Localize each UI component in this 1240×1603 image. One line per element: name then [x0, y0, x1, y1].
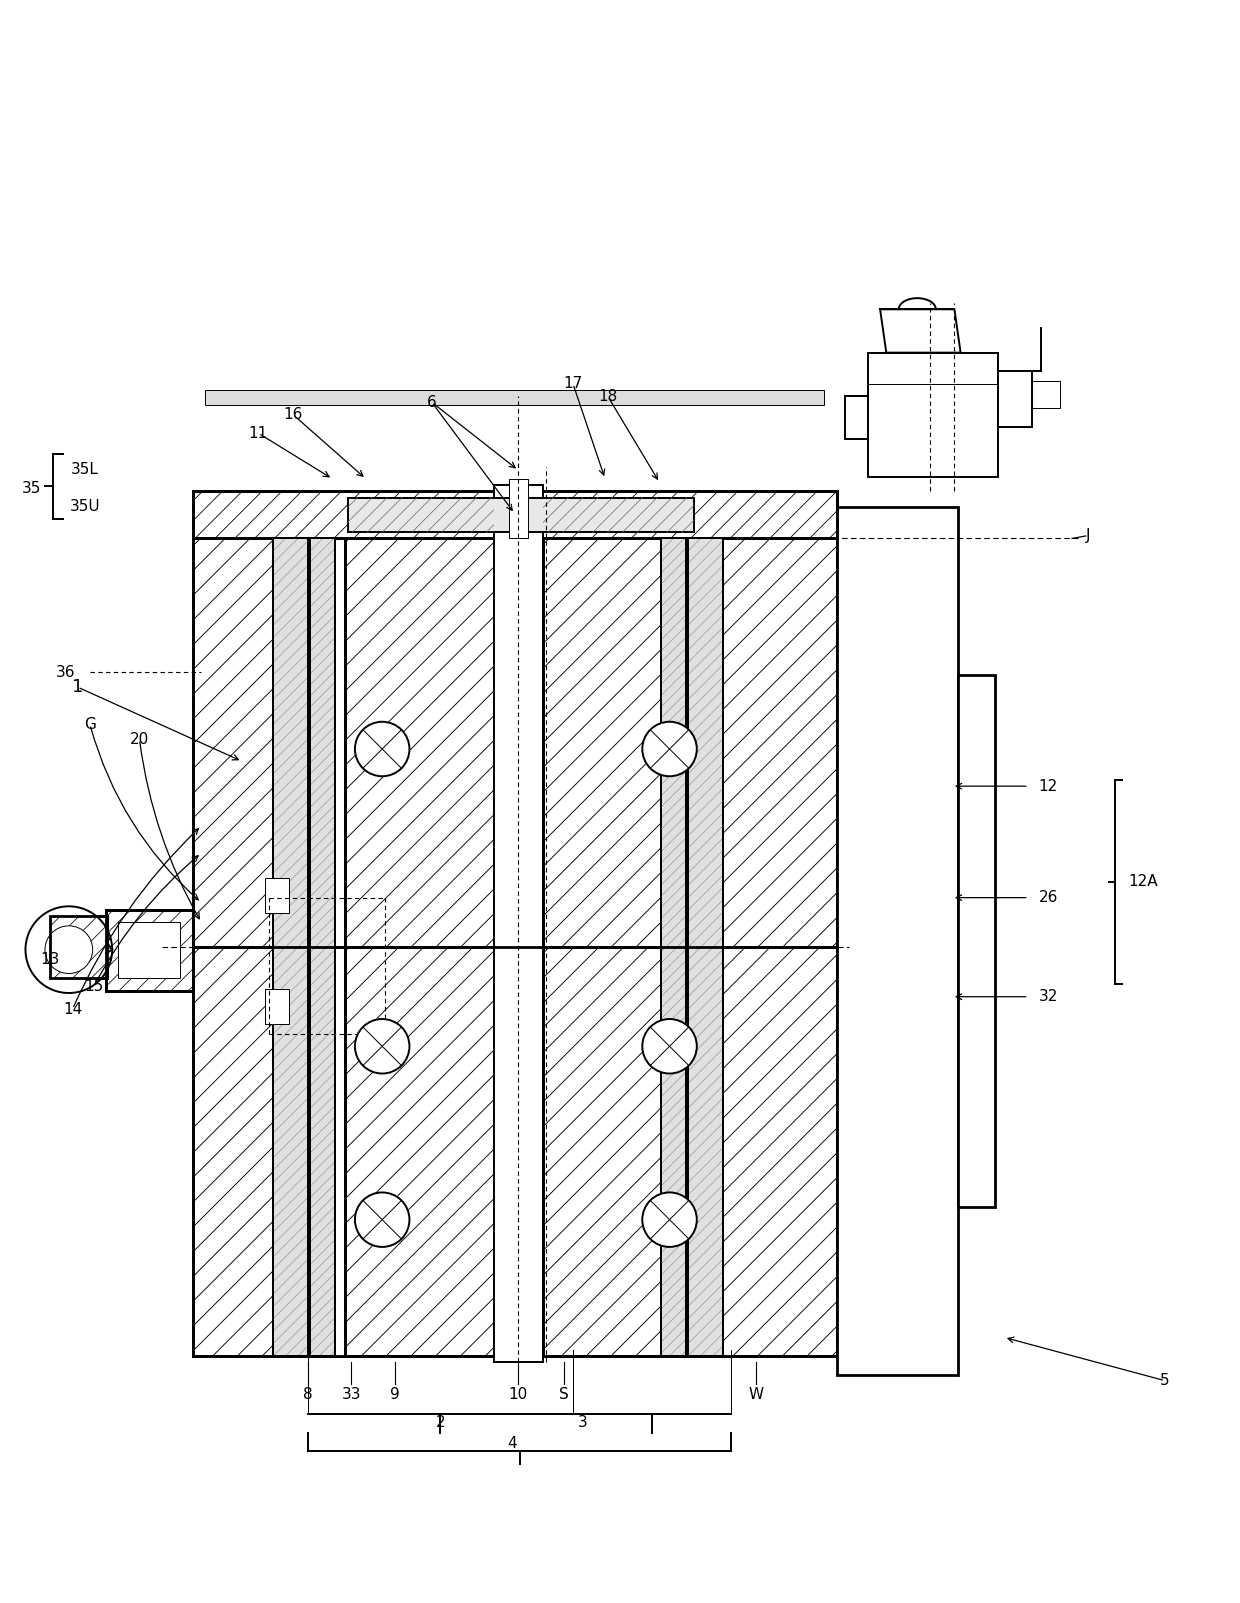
- Bar: [192, 947, 837, 1356]
- Bar: [543, 539, 688, 947]
- Bar: [543, 947, 688, 1356]
- Text: 35L: 35L: [71, 462, 99, 476]
- Circle shape: [642, 1193, 697, 1247]
- Text: 26: 26: [1039, 890, 1058, 906]
- Bar: [264, 878, 289, 912]
- Bar: [345, 947, 494, 1356]
- Bar: [959, 675, 996, 1207]
- Text: 18: 18: [598, 388, 618, 404]
- Text: 1: 1: [72, 678, 83, 696]
- Bar: [51, 917, 107, 978]
- Text: 4: 4: [507, 1436, 517, 1451]
- Bar: [345, 539, 494, 947]
- Text: 33: 33: [341, 1387, 361, 1403]
- Bar: [192, 539, 837, 947]
- Bar: [345, 539, 494, 947]
- Circle shape: [45, 927, 93, 973]
- Bar: [868, 353, 998, 476]
- Bar: [310, 539, 719, 1356]
- Text: 3: 3: [578, 1415, 588, 1430]
- Bar: [543, 539, 688, 947]
- Circle shape: [355, 1193, 409, 1247]
- Circle shape: [642, 721, 697, 776]
- Bar: [345, 947, 494, 1356]
- Bar: [192, 492, 837, 539]
- Text: S: S: [559, 1387, 569, 1403]
- Text: 11: 11: [249, 426, 268, 441]
- Text: 15: 15: [84, 979, 103, 994]
- Bar: [273, 539, 308, 1356]
- Text: 16: 16: [283, 407, 303, 422]
- Bar: [51, 917, 107, 978]
- Bar: [347, 497, 694, 532]
- Bar: [118, 922, 180, 978]
- Text: 9: 9: [389, 1387, 399, 1403]
- Bar: [105, 911, 192, 991]
- Text: 17: 17: [563, 377, 583, 391]
- Bar: [192, 947, 837, 1356]
- Text: 8: 8: [303, 1387, 312, 1403]
- Circle shape: [642, 1020, 697, 1074]
- Text: 12: 12: [1039, 779, 1058, 793]
- Bar: [310, 539, 335, 1356]
- Bar: [846, 396, 868, 439]
- Bar: [192, 539, 837, 947]
- Circle shape: [355, 1020, 409, 1074]
- Bar: [310, 539, 335, 1356]
- Polygon shape: [880, 309, 961, 353]
- Text: 32: 32: [1039, 989, 1058, 1003]
- Text: G: G: [84, 717, 95, 731]
- Bar: [1033, 382, 1060, 409]
- Circle shape: [355, 721, 409, 776]
- Bar: [105, 911, 192, 991]
- Bar: [192, 492, 837, 539]
- Bar: [264, 989, 289, 1024]
- Text: 6: 6: [427, 394, 436, 410]
- Text: 14: 14: [63, 1002, 82, 1016]
- Text: 20: 20: [130, 731, 149, 747]
- Bar: [688, 539, 723, 1356]
- Bar: [494, 486, 543, 1363]
- Bar: [837, 508, 959, 1374]
- Circle shape: [26, 906, 112, 992]
- Bar: [508, 479, 528, 539]
- Text: 2: 2: [435, 1415, 445, 1430]
- Text: 12A: 12A: [1128, 874, 1157, 890]
- Text: 10: 10: [508, 1387, 528, 1403]
- Bar: [661, 539, 686, 1356]
- Text: 13: 13: [41, 952, 60, 967]
- Bar: [51, 917, 107, 978]
- Text: J: J: [1086, 529, 1090, 543]
- Text: 35U: 35U: [69, 499, 100, 513]
- Text: 36: 36: [56, 665, 74, 680]
- Bar: [661, 539, 686, 1356]
- Bar: [543, 947, 688, 1356]
- Bar: [273, 539, 308, 1356]
- Text: W: W: [749, 1387, 764, 1403]
- Text: 5: 5: [1161, 1374, 1169, 1388]
- Bar: [688, 539, 723, 1356]
- Text: 35: 35: [22, 481, 41, 497]
- Bar: [205, 390, 825, 404]
